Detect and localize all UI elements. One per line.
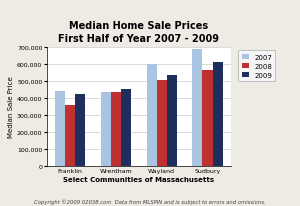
Bar (167, 75, 177, 166)
Text: Copyright ©2009 02038.com  Data from MLSPIN and is subject to errors and omissio: Copyright ©2009 02038.com Data from MLSP… (34, 198, 266, 204)
Legend: 2007, 2008, 2009: 2007, 2008, 2009 (238, 51, 275, 82)
Bar (212, 63, 223, 166)
Bar (202, 70, 212, 166)
Bar (65, 106, 75, 166)
Bar (75, 95, 85, 166)
Bar (101, 93, 111, 166)
Bar (55, 91, 65, 166)
X-axis label: Select Communities of Massachusetts: Select Communities of Massachusetts (63, 176, 214, 182)
Bar (146, 65, 157, 166)
Bar (157, 81, 167, 166)
Title: Median Home Sale Prices
First Half of Year 2007 - 2009: Median Home Sale Prices First Half of Ye… (58, 21, 219, 44)
Bar (192, 50, 203, 166)
Y-axis label: Median Sale Price: Median Sale Price (8, 76, 14, 137)
Bar (111, 92, 121, 166)
Bar (121, 90, 131, 166)
